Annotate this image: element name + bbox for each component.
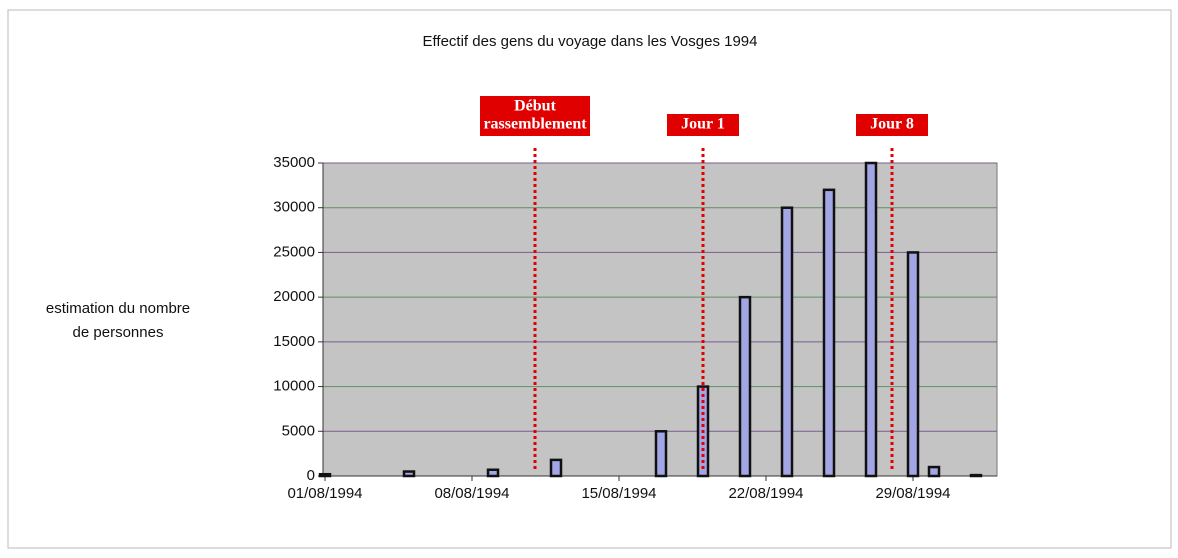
bar [780, 206, 794, 478]
y-tick-label: 20000 [273, 288, 315, 305]
y-tick-label: 25000 [273, 243, 315, 260]
y-axis-label: de personnes [73, 324, 164, 341]
y-tick-label: 15000 [273, 333, 315, 350]
y-axis-label: estimation du nombre [46, 300, 190, 317]
x-tick-label: 22/08/1994 [728, 485, 803, 502]
y-tick-label: 5000 [282, 422, 315, 439]
bar [822, 188, 836, 478]
bar [654, 430, 668, 478]
annotation-box [480, 96, 590, 136]
annotation-box [856, 114, 928, 136]
annotation-box [667, 114, 739, 136]
x-tick-label: 15/08/1994 [581, 485, 656, 502]
chart-title: Effectif des gens du voyage dans les Vos… [423, 33, 758, 50]
bar [402, 470, 416, 478]
bar [864, 161, 878, 478]
x-tick-label: 01/08/1994 [287, 485, 362, 502]
bar [738, 295, 752, 478]
plot-area [322, 162, 998, 477]
annotation-label: rassemblement [483, 116, 587, 133]
y-tick-label: 0 [307, 467, 315, 484]
x-tick-label: 29/08/1994 [875, 485, 950, 502]
y-tick-label: 30000 [273, 199, 315, 216]
y-tick-label: 10000 [273, 378, 315, 395]
annotation-label: Début [514, 98, 556, 115]
annotation-label: Jour 1 [681, 116, 725, 133]
x-tick-label: 08/08/1994 [434, 485, 509, 502]
bar [486, 468, 500, 478]
bar [927, 465, 941, 478]
bar [318, 472, 332, 478]
annotation-label: Jour 8 [870, 116, 914, 133]
bar [549, 458, 563, 478]
y-tick-label: 35000 [273, 154, 315, 171]
bar [969, 473, 983, 478]
bar [906, 251, 920, 478]
